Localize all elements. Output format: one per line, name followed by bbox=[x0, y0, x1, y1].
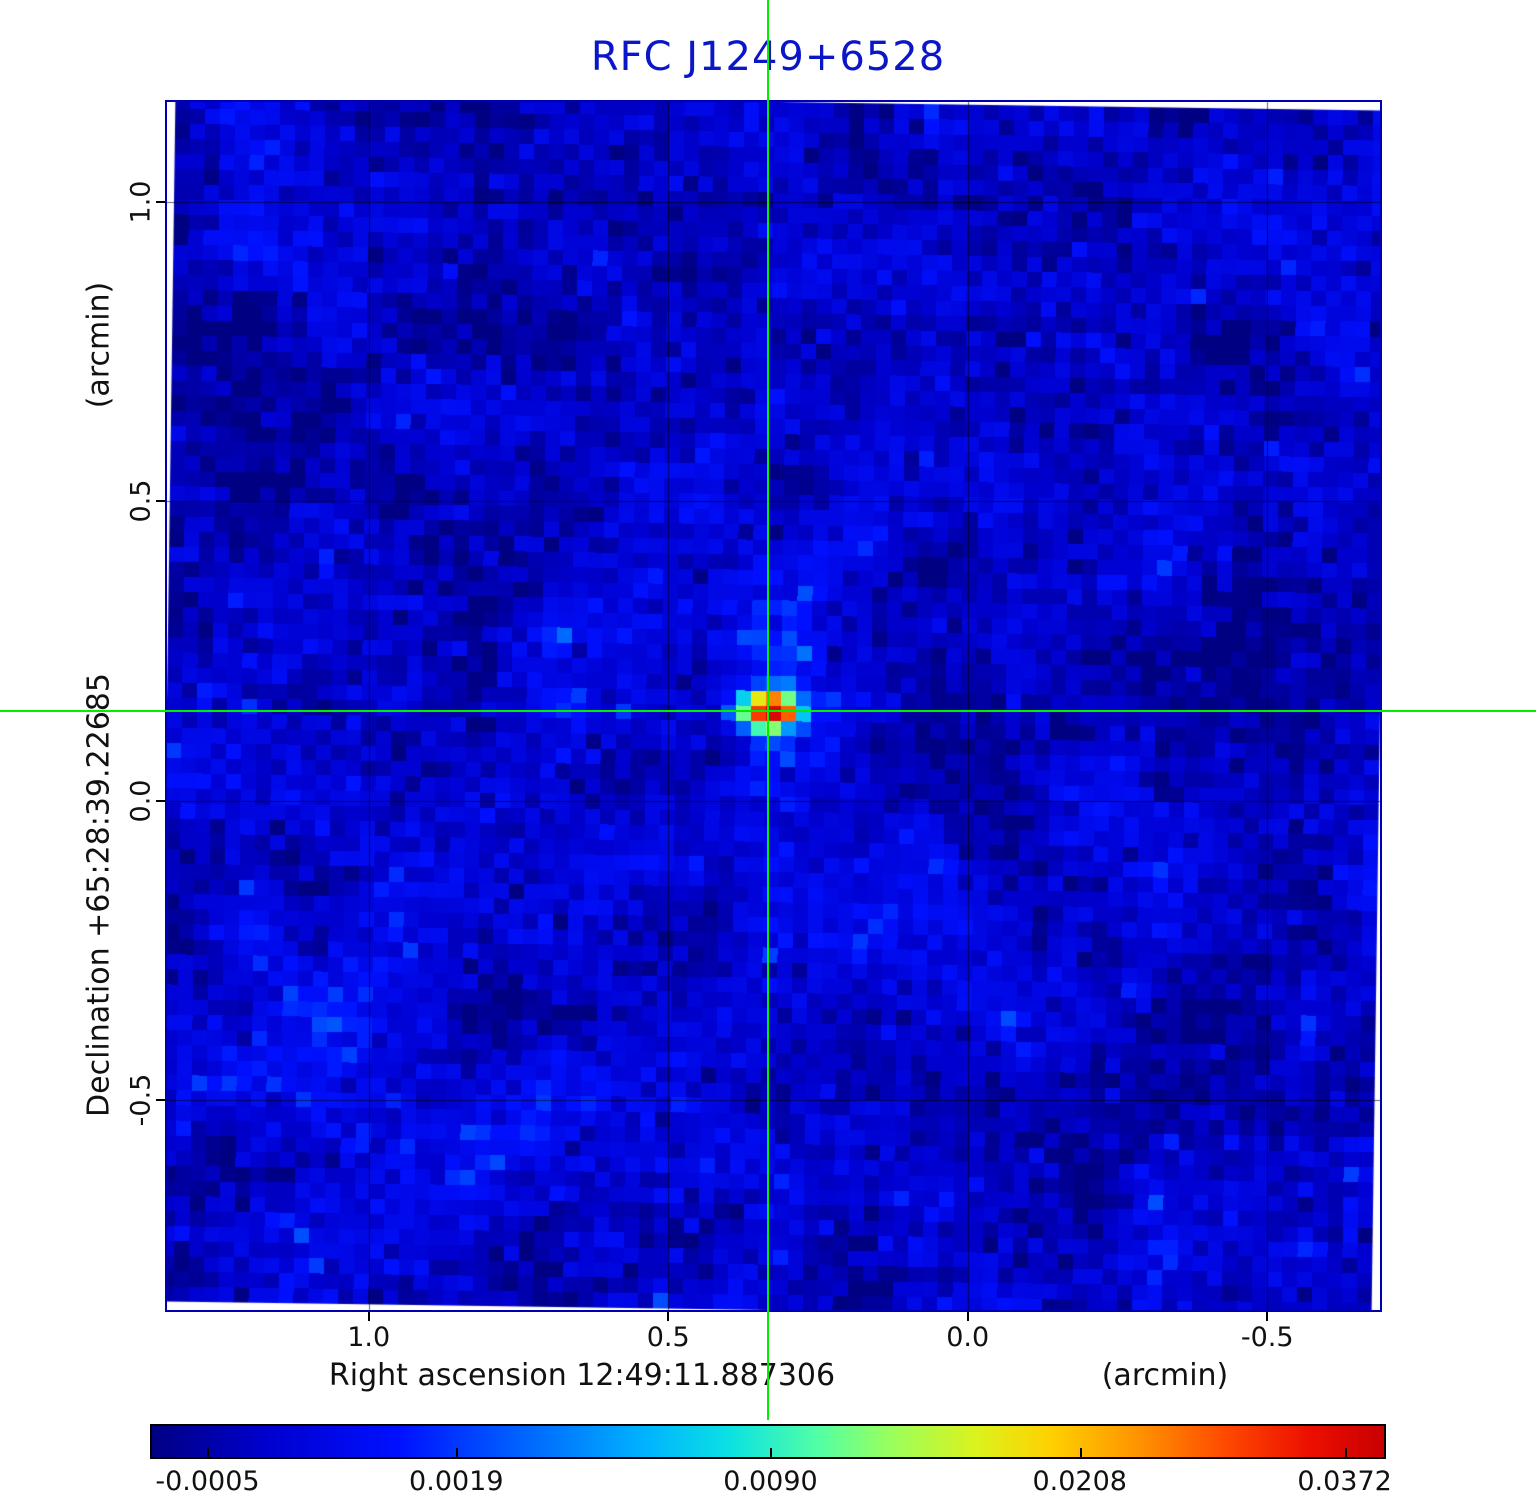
crosshair-horizontal-line bbox=[0, 710, 1536, 712]
y-tick-label: 0.5 bbox=[125, 479, 157, 523]
y-tick-label: -0.5 bbox=[125, 1074, 157, 1127]
axis-tick-mark bbox=[156, 200, 165, 203]
x-tick-label: -0.5 bbox=[1240, 1322, 1294, 1353]
colorbar-tick-mark bbox=[1079, 1448, 1082, 1457]
y-axis-label: Declination +65:28:39.22685 bbox=[81, 673, 117, 1117]
colorbar-tick-mark bbox=[456, 1448, 459, 1457]
axis-tick-mark bbox=[1266, 1312, 1269, 1321]
x-tick-label: 0.0 bbox=[946, 1322, 990, 1353]
colorbar-tick-label: 0.0090 bbox=[723, 1466, 818, 1497]
x-tick-label: 0.5 bbox=[646, 1322, 690, 1353]
colorbar-tick-mark bbox=[1344, 1448, 1347, 1457]
sky-map bbox=[165, 100, 1382, 1312]
axis-tick-mark bbox=[156, 799, 165, 802]
sky-map-canvas bbox=[167, 102, 1380, 1310]
colorbar-tick-label: 0.0019 bbox=[409, 1466, 504, 1497]
axis-tick-mark bbox=[966, 1312, 969, 1321]
x-axis-unit-label: (arcmin) bbox=[1101, 1358, 1229, 1393]
y-axis-unit-label: (arcmin) bbox=[81, 281, 117, 409]
colorbar-tick-mark bbox=[207, 1448, 210, 1457]
colorbar-tick-label: 0.0208 bbox=[1032, 1466, 1127, 1497]
colorbar-tick-label: 0.0372 bbox=[1297, 1466, 1392, 1497]
y-tick-label: 1.0 bbox=[125, 180, 157, 224]
colorbar-tick-mark bbox=[770, 1448, 773, 1457]
axis-tick-mark bbox=[667, 1312, 670, 1321]
axis-tick-mark bbox=[156, 500, 165, 503]
colorbar bbox=[150, 1424, 1386, 1459]
x-tick-label: 1.0 bbox=[347, 1322, 391, 1353]
y-tick-label: 0.0 bbox=[125, 779, 157, 823]
axis-tick-mark bbox=[367, 1312, 370, 1321]
axis-tick-mark bbox=[156, 1099, 165, 1102]
x-axis-label: Right ascension 12:49:11.887306 bbox=[328, 1358, 836, 1393]
colorbar-tick-label: -0.0005 bbox=[155, 1466, 260, 1497]
